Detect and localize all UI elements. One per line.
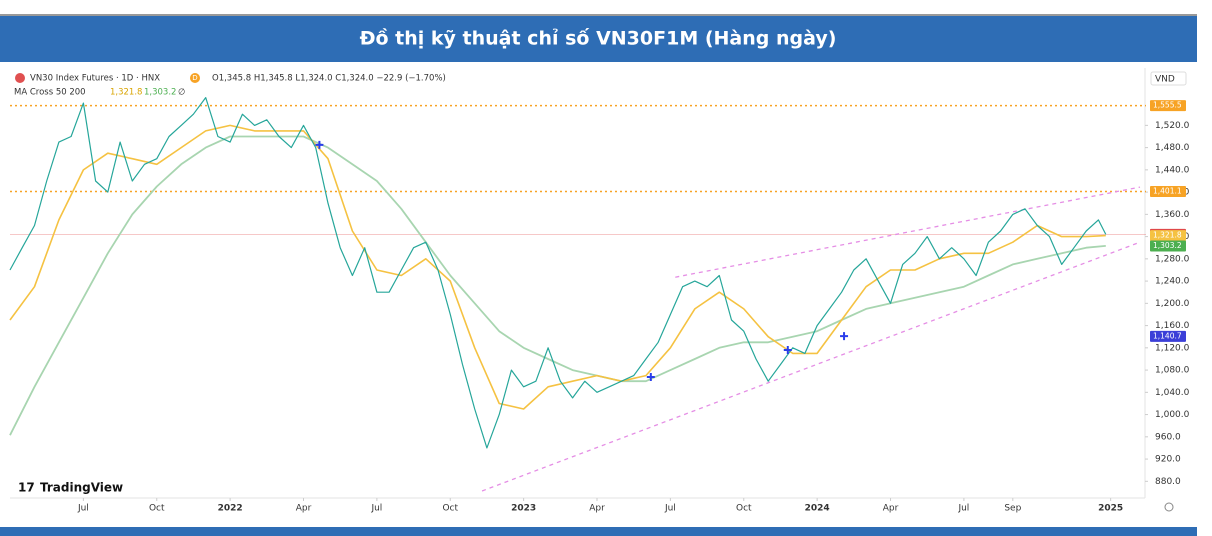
price-label: 1,555.5 <box>1153 101 1182 110</box>
series-line <box>9 124 1106 410</box>
settings-icon <box>1164 502 1174 512</box>
y-tick-label: 1,360.0 <box>1155 210 1190 220</box>
x-tick-label: Oct <box>736 504 752 514</box>
y-tick-label: 1,080.0 <box>1155 366 1190 376</box>
x-tick-label: Jul <box>957 504 969 514</box>
series-line <box>9 97 1107 449</box>
price-label: 1,303.2 <box>1153 241 1182 250</box>
watermark: TradingView <box>40 481 123 495</box>
y-tick-label: 1,120.0 <box>1155 343 1190 353</box>
y-tick-label: 1,160.0 <box>1155 321 1190 331</box>
price-label-box <box>1150 240 1186 252</box>
y-tick-label: 920.0 <box>1155 455 1181 465</box>
y-tick-label: 1,440.0 <box>1155 165 1190 175</box>
banner <box>0 15 1197 62</box>
trendline <box>481 241 1141 492</box>
x-tick-label: 2022 <box>218 504 243 514</box>
y-tick-label: 960.0 <box>1155 432 1181 442</box>
y-tick-label: 1,280.0 <box>1155 254 1190 264</box>
badge: D <box>192 74 197 82</box>
x-tick-label: Jul <box>664 504 676 514</box>
x-tick-label: Sep <box>1004 504 1021 514</box>
ma-cross <box>646 372 655 381</box>
y-tick-label: 1,480.0 <box>1155 143 1190 153</box>
indicator-value: ∅ <box>178 88 185 98</box>
x-tick-label: Apr <box>296 504 312 514</box>
price-label: 1,401.1 <box>1153 186 1182 195</box>
watermark-logo: 17 <box>18 481 35 495</box>
x-tick-label: 2025 <box>1098 504 1123 514</box>
ma-cross <box>840 332 849 341</box>
y-tick-label: 1,000.0 <box>1155 410 1190 420</box>
symbol-icon <box>15 73 25 83</box>
x-tick-label: 2024 <box>805 504 830 514</box>
ohlc: O1,345.8 H1,345.8 L1,324.0 C1,324.0 −22.… <box>212 74 446 84</box>
y-tick-label: 1,200.0 <box>1155 299 1190 309</box>
price-label: 1,140.7 <box>1153 331 1182 340</box>
price-label-box <box>1150 230 1186 242</box>
x-tick-label: Apr <box>883 504 899 514</box>
symbol: VN30 Index Futures · 1D · HNX <box>30 74 160 84</box>
x-tick-label: 2023 <box>511 504 536 514</box>
footer-band <box>0 527 1197 536</box>
x-tick-label: Oct <box>442 504 458 514</box>
currency-box <box>1150 71 1187 86</box>
series-line <box>9 135 1106 436</box>
y-tick-label: 1,240.0 <box>1155 277 1190 287</box>
indicator: MA Cross 50 200 <box>14 88 86 98</box>
y-tick-label: 880.0 <box>1155 477 1181 487</box>
x-tick-label: Jul <box>77 504 89 514</box>
y-tick-label: 1,040.0 <box>1155 388 1190 398</box>
y-tick-label: 1,520.0 <box>1155 121 1190 131</box>
currency: VND <box>1155 75 1175 85</box>
trendline <box>675 186 1141 278</box>
indicator-value: 1,303.2 <box>144 88 176 98</box>
x-tick-label: Oct <box>149 504 165 514</box>
ma-cross <box>315 140 324 149</box>
x-tick-label: Jul <box>370 504 382 514</box>
banner-title: Đồ thị kỹ thuật chỉ số VN30F1M (Hàng ngà… <box>360 27 837 50</box>
x-tick-label: Apr <box>589 504 605 514</box>
price-label-box <box>1150 185 1186 197</box>
badge-circle <box>190 73 200 83</box>
ma-cross <box>783 346 792 355</box>
price-label-box <box>1150 330 1186 342</box>
indicator-value: 1,321.8 <box>110 88 142 98</box>
price-label-box <box>1150 100 1186 112</box>
price-label: 1,321.8 <box>1153 231 1182 240</box>
